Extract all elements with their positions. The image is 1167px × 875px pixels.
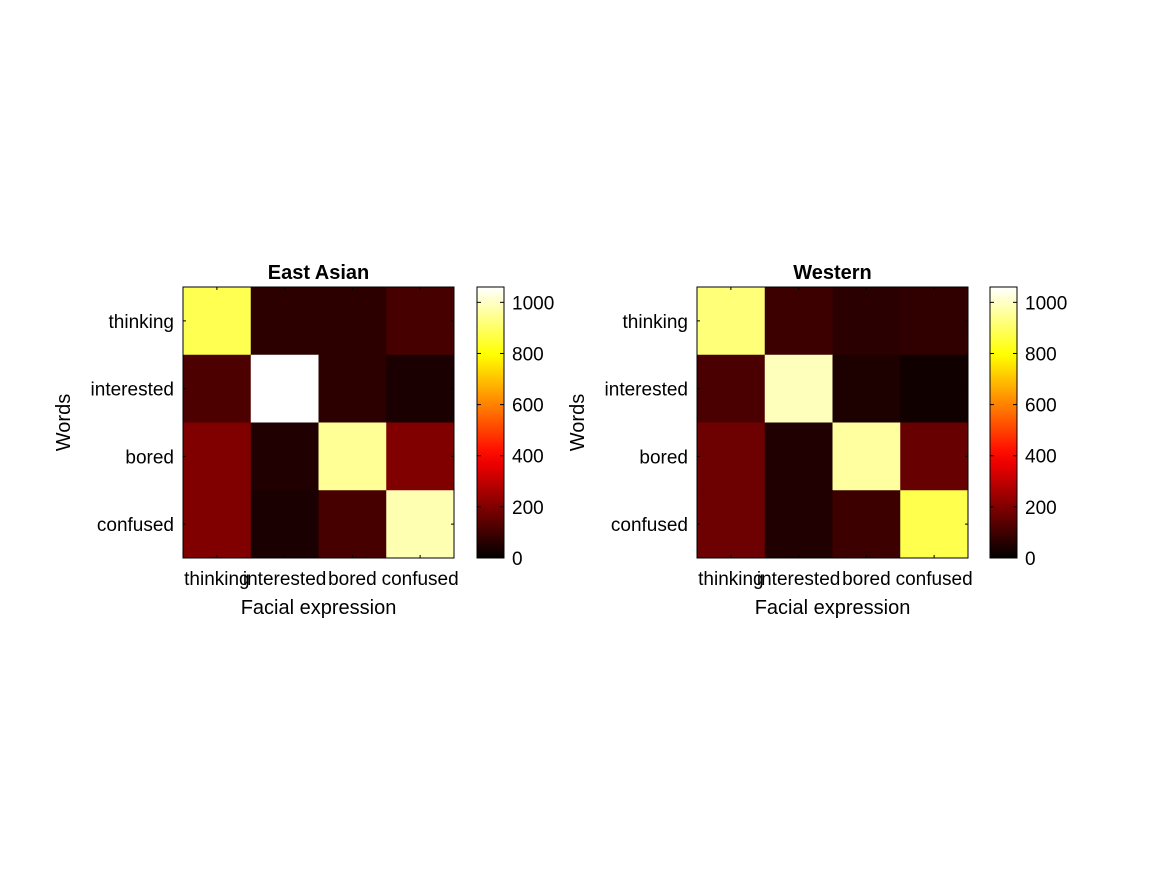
colorbar-tick-label: 200 <box>512 498 544 519</box>
y-tick-label: bored <box>125 447 174 468</box>
colorbar-tick-label: 0 <box>512 549 523 570</box>
heatmap-cell <box>832 422 901 491</box>
heatmap-cell <box>832 490 901 559</box>
heatmap-cell <box>183 422 252 491</box>
heatmap-cell <box>250 422 319 491</box>
colorbar <box>989 286 1018 559</box>
heatmap-cell <box>386 287 455 356</box>
heatmap-cell <box>183 354 252 423</box>
x-axis-label: Facial expression <box>241 597 397 619</box>
heatmap-cell <box>697 354 766 423</box>
colorbar-tick-label: 600 <box>1025 396 1057 417</box>
colorbar-tick-label: 800 <box>1025 344 1057 365</box>
axes-frame <box>696 286 969 559</box>
heatmap-cell <box>697 490 766 559</box>
y-tick-label: thinking <box>109 312 175 333</box>
heatmap-cell <box>900 422 969 491</box>
chart-title: East Asian <box>268 262 370 284</box>
y-tick-label: bored <box>639 447 688 468</box>
heatmap-cell <box>250 287 319 356</box>
heatmap-cell <box>900 490 969 559</box>
heatmap-cell <box>832 287 901 356</box>
axes-frame <box>182 286 455 559</box>
x-tick-label: bored <box>842 569 891 590</box>
heatmap-cell <box>832 354 901 423</box>
colorbar-tick-label: 600 <box>512 396 544 417</box>
heatmap-cell <box>318 490 387 559</box>
heatmap-cell <box>386 490 455 559</box>
heatmap-cell <box>764 422 833 491</box>
colorbar-tick-label: 200 <box>1025 498 1057 519</box>
y-axis-label: Words <box>567 394 589 451</box>
heatmap-cell <box>183 490 252 559</box>
heatmap-cell <box>250 354 319 423</box>
heatmap-cell <box>764 354 833 423</box>
x-tick-label: interested <box>757 569 840 590</box>
heatmap-cell <box>386 422 455 491</box>
chart-title: Western <box>793 262 872 284</box>
heatmap-cell <box>183 287 252 356</box>
colorbar-tick-label: 400 <box>512 447 544 468</box>
y-tick-label: confused <box>611 515 688 536</box>
x-tick-label: interested <box>243 569 326 590</box>
heatmap-cell <box>697 287 766 356</box>
heatmap-cell <box>764 490 833 559</box>
x-tick-label: bored <box>328 569 377 590</box>
heatmap-cell <box>250 490 319 559</box>
heatmap-cell <box>900 354 969 423</box>
colorbar-tick-label: 1000 <box>1025 293 1067 314</box>
x-tick-label: thinking <box>184 569 250 590</box>
x-tick-label: confused <box>896 569 973 590</box>
x-tick-label: thinking <box>698 569 764 590</box>
y-tick-label: thinking <box>623 312 689 333</box>
y-tick-label: interested <box>91 380 174 401</box>
colorbar-tick-label: 400 <box>1025 447 1057 468</box>
colorbar-tick-label: 1000 <box>512 293 554 314</box>
heatmap-cell <box>318 354 387 423</box>
colorbar-tick-label: 800 <box>512 344 544 365</box>
heatmap-cell <box>764 287 833 356</box>
heatmap-cell <box>318 422 387 491</box>
colorbar <box>476 286 505 559</box>
y-axis-label: Words <box>53 394 75 451</box>
colorbar-tick-label: 0 <box>1025 549 1036 570</box>
x-tick-label: confused <box>382 569 459 590</box>
heatmap-cell <box>900 287 969 356</box>
heatmap-cell <box>697 422 766 491</box>
y-tick-label: confused <box>97 515 174 536</box>
x-axis-label: Facial expression <box>755 597 911 619</box>
heatmap-cell <box>386 354 455 423</box>
y-tick-label: interested <box>605 380 688 401</box>
heatmap-cell <box>318 287 387 356</box>
